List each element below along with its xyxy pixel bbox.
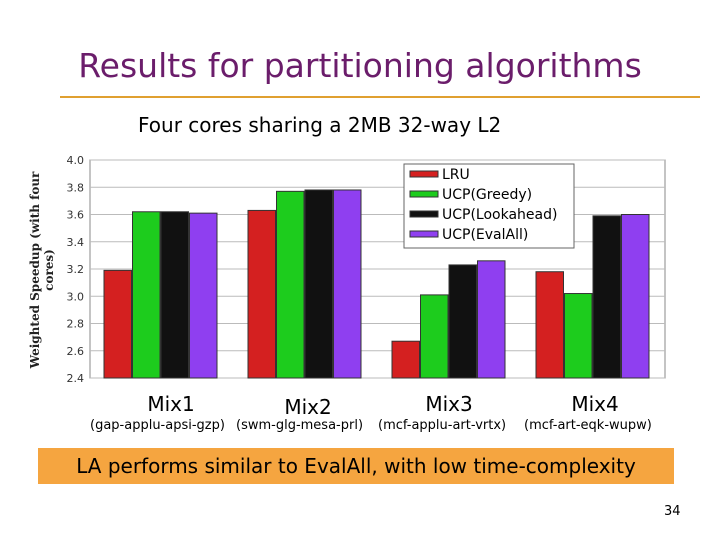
- bar-mix4-ucp-greedy: [564, 293, 593, 379]
- slide-title: Results for partitioning algorithms: [78, 46, 642, 85]
- legend-swatch: [409, 170, 439, 178]
- bar-mix4-ucp-lookahead: [592, 215, 621, 379]
- bar-mix4-ucp-evalall: [621, 214, 650, 379]
- y-tick-label: 3.6: [67, 209, 85, 222]
- legend-label: LRU: [442, 167, 470, 183]
- bar-mix1-lru: [103, 269, 132, 379]
- category-subtitle-mix1: (gap-applu-apsi-gzp): [90, 418, 225, 433]
- y-tick-label: 2.8: [67, 318, 85, 331]
- bar-mix3-lru: [391, 340, 420, 379]
- y-tick-label: 3.4: [67, 236, 85, 249]
- chart-title: Four cores sharing a 2MB 32-way L2: [138, 113, 502, 137]
- legend-swatch: [409, 190, 439, 198]
- y-tick-label: 3.2: [67, 263, 85, 276]
- legend-label: UCP(Lookahead): [442, 207, 557, 223]
- category-label-mix4: Mix4: [571, 392, 619, 416]
- category-subtitle-mix2: (swm-glg-mesa-prl): [236, 418, 364, 433]
- legend-label: UCP(Greedy): [442, 187, 532, 203]
- bar-mix4-lru: [535, 271, 564, 379]
- legend-label: UCP(EvalAll): [442, 227, 528, 243]
- category-label-mix3: Mix3: [425, 392, 473, 416]
- y-tick-label: 2.4: [67, 372, 85, 385]
- bar-mix1-ucp-evalall: [189, 212, 218, 379]
- category-subtitle-mix4: (mcf-art-eqk-wupw): [524, 418, 652, 433]
- bar-mix2-ucp-evalall: [333, 189, 362, 379]
- legend-swatch: [409, 230, 439, 238]
- category-label-mix1: Mix1: [147, 392, 195, 416]
- conclusion-banner: LA performs similar to EvalAll, with low…: [38, 448, 674, 484]
- bar-mix2-ucp-lookahead: [304, 189, 333, 379]
- category-subtitle-mix3: (mcf-applu-art-vrtx): [378, 418, 507, 433]
- bar-mix1-ucp-greedy: [132, 211, 161, 379]
- bar-mix1-ucp-lookahead: [160, 211, 189, 379]
- y-tick-label: 2.6: [67, 345, 85, 358]
- category-label-mix2: Mix2: [284, 395, 332, 419]
- bar-mix2-lru: [247, 209, 276, 379]
- bar-mix3-ucp-greedy: [420, 294, 449, 379]
- y-tick-label: 4.0: [67, 154, 85, 167]
- legend-swatch: [409, 210, 439, 218]
- page-number: 34: [664, 504, 681, 519]
- bar-mix3-ucp-lookahead: [448, 264, 477, 379]
- y-tick-label: 3.8: [67, 181, 85, 194]
- y-tick-label: 3.0: [67, 290, 85, 303]
- bar-mix2-ucp-greedy: [276, 190, 305, 379]
- title-underline: [60, 96, 700, 98]
- bar-mix3-ucp-evalall: [477, 260, 506, 379]
